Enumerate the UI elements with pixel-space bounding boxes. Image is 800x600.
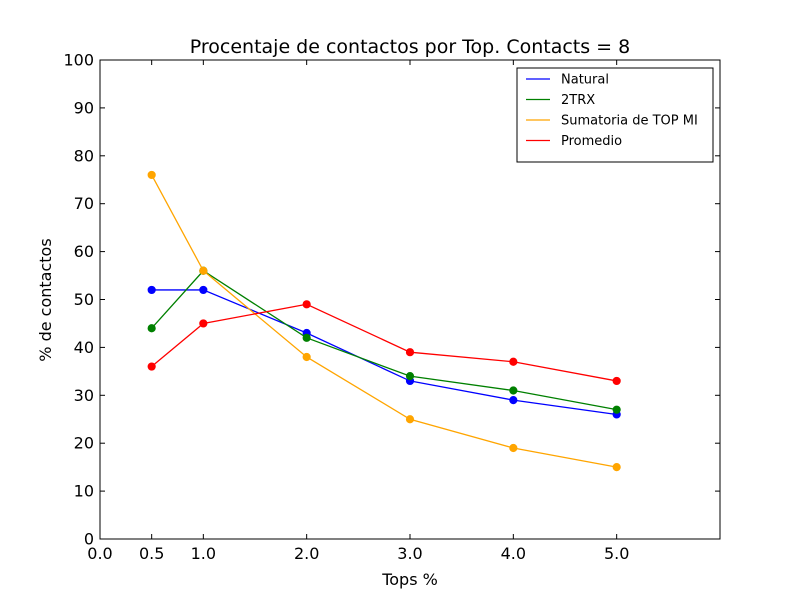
- data-point-1-5: [612, 405, 621, 414]
- x-tick-label: 0.0: [87, 544, 112, 563]
- data-point-3-0: [147, 362, 156, 371]
- data-point-3-2: [302, 300, 311, 309]
- x-tick-label: 2.0: [294, 544, 319, 563]
- series-group: [147, 170, 621, 472]
- y-tick-label: 80: [74, 146, 94, 165]
- y-tick-label: 50: [74, 290, 94, 309]
- data-point-3-5: [612, 376, 621, 386]
- data-point-3-3: [405, 348, 415, 357]
- x-tick-label: 1.0: [191, 544, 216, 563]
- y-tick-label: 10: [74, 482, 94, 501]
- series-line-1: [151, 269, 617, 411]
- series-line-2: [151, 174, 617, 468]
- data-point-2-0: [147, 170, 156, 180]
- series-line-3: [151, 303, 617, 382]
- data-point-1-3: [405, 372, 415, 381]
- x-axis-label: Tops %: [381, 570, 438, 589]
- data-point-1-0: [147, 324, 156, 333]
- data-point-2-4: [509, 443, 518, 453]
- y-tick-label: 70: [74, 194, 94, 213]
- x-tick-label: 4.0: [501, 544, 526, 563]
- data-point-3-4: [509, 357, 518, 366]
- legend-label-0: Natural: [561, 73, 609, 88]
- data-point-1-4: [509, 386, 518, 395]
- y-tick-label: 100: [63, 51, 94, 70]
- y-axis-label: % de contactos: [36, 238, 55, 361]
- data-point-2-5: [612, 463, 621, 472]
- data-point-2-1: [199, 266, 208, 275]
- data-point-0-1: [199, 285, 208, 295]
- x-tick-label: 5.0: [604, 544, 629, 563]
- data-point-0-4: [509, 395, 518, 405]
- y-tick-label: 0: [84, 530, 94, 549]
- y-tick-label: 30: [74, 386, 94, 405]
- y-tick-label: 60: [74, 242, 94, 261]
- legend-box: [516, 67, 714, 163]
- data-point-2-2: [302, 352, 311, 362]
- y-tick-label: 20: [74, 434, 94, 453]
- x-tick-label: 3.0: [397, 544, 422, 563]
- data-point-3-1: [199, 319, 208, 328]
- data-point-2-3: [405, 415, 415, 424]
- y-tick-label: 40: [74, 338, 94, 357]
- data-point-0-0: [147, 285, 156, 295]
- y-tick-label: 90: [74, 98, 94, 117]
- legend-label-2: Sumatoria de TOP MI: [561, 114, 698, 129]
- chart-title: Procentaje de contactos por Top. Contact…: [190, 36, 630, 58]
- axes: 0.0 0.5 1.0 2.0 3.0 4.0 5.0 0 10 20 30 40 50 60 70 80 90…: [63, 51, 721, 563]
- data-point-1-2: [302, 333, 311, 342]
- x-tick-label: 0.5: [139, 544, 164, 563]
- legend-label-3: Promedio: [561, 134, 622, 149]
- legend: Natural 2TRX Sumatoria de TOP MI Promedio: [516, 67, 714, 163]
- legend-label-1: 2TRX: [561, 93, 595, 108]
